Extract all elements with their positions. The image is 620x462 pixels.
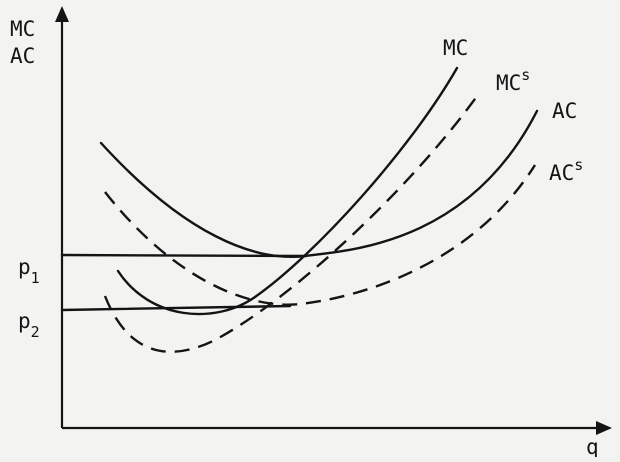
curve-label-ac-s: ACs [549, 156, 583, 185]
curve-label-mc-s-base: MC [496, 71, 521, 95]
y-axis-label-ac: AC [10, 44, 35, 68]
curve-mc [116, 66, 459, 316]
curve-label-mc-s: MCs [496, 66, 530, 95]
price-label-p2: p2 [18, 309, 40, 341]
x-axis-arrow [596, 421, 612, 435]
price-label-p1-subscript: 1 [31, 269, 40, 287]
price-label-p1-letter: p [18, 255, 31, 279]
price-line-p1 [60, 253, 308, 258]
price-label-p2-subscript: 2 [31, 323, 40, 341]
price-line-p2 [60, 304, 292, 312]
curve-ac-s [104, 164, 537, 306]
curve-label-ac-s-superscript: s [574, 156, 583, 174]
curve-label-ac-s-base: AC [549, 161, 574, 185]
curve-label-mc: MC [443, 36, 468, 60]
x-axis-label: q [586, 435, 599, 457]
curve-mc-s [103, 91, 481, 353]
curve-label-mc-s-superscript: s [521, 66, 530, 84]
y-axis-arrow [55, 6, 69, 22]
price-label-p2-letter: p [18, 309, 31, 333]
price-label-p1: p1 [18, 255, 40, 287]
curve-label-ac: AC [552, 99, 577, 123]
y-axis-label-mc: MC [10, 17, 35, 41]
